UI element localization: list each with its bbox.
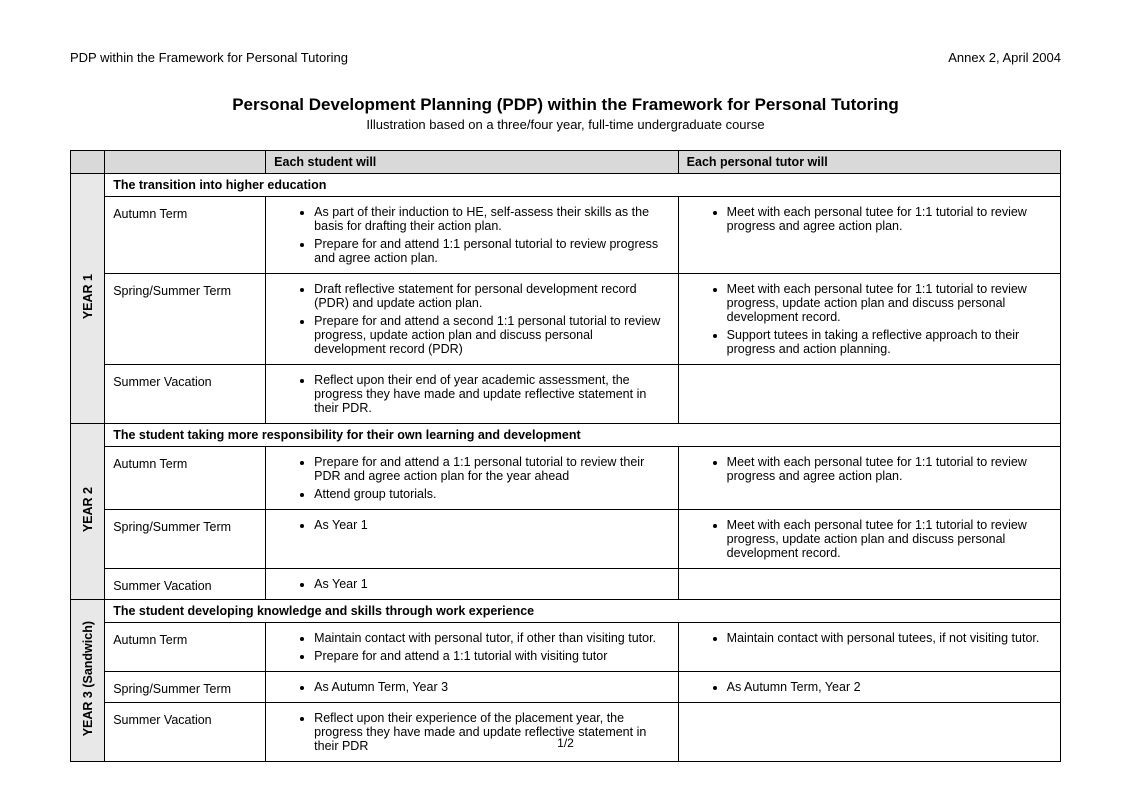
- bullet-list: As Autumn Term, Year 3: [274, 680, 670, 694]
- term-cell: Spring/Summer Term: [105, 510, 266, 569]
- list-item: Prepare for and attend a 1:1 personal tu…: [314, 455, 670, 483]
- list-item: Prepare for and attend a second 1:1 pers…: [314, 314, 670, 356]
- page-title: Personal Development Planning (PDP) with…: [70, 95, 1061, 115]
- tutor-cell: Maintain contact with personal tutees, i…: [678, 623, 1060, 672]
- term-cell: Autumn Term: [105, 447, 266, 510]
- table-row: Summer Vacation Reflect upon their end of…: [71, 365, 1061, 424]
- list-item: Draft reflective statement for personal …: [314, 282, 670, 310]
- student-cell: As Year 1: [266, 510, 679, 569]
- tutor-cell: Meet with each personal tutee for 1:1 tu…: [678, 510, 1060, 569]
- year-label: YEAR 2: [71, 424, 105, 600]
- student-cell: Reflect upon their experience of the pla…: [266, 703, 679, 762]
- list-item: As Autumn Term, Year 3: [314, 680, 670, 694]
- list-item: Reflect upon their end of year academic …: [314, 373, 670, 415]
- student-cell: Maintain contact with personal tutor, if…: [266, 623, 679, 672]
- table-row: Autumn Term Maintain contact with persona…: [71, 623, 1061, 672]
- bullet-list: Meet with each personal tutee for 1:1 tu…: [687, 205, 1052, 233]
- term-cell: Spring/Summer Term: [105, 274, 266, 365]
- term-cell: Summer Vacation: [105, 569, 266, 600]
- year-label: YEAR 1: [71, 174, 105, 424]
- page-subtitle: Illustration based on a three/four year,…: [70, 117, 1061, 132]
- year-label-text: YEAR 1: [81, 274, 95, 319]
- bullet-list: Prepare for and attend a 1:1 personal tu…: [274, 455, 670, 501]
- list-item: Meet with each personal tutee for 1:1 tu…: [727, 455, 1052, 483]
- column-header-tutor: Each personal tutor will: [678, 151, 1060, 174]
- document-page: PDP within the Framework for Personal Tu…: [0, 0, 1131, 782]
- tutor-cell: Meet with each personal tutee for 1:1 tu…: [678, 447, 1060, 510]
- term-cell: Summer Vacation: [105, 365, 266, 424]
- bullet-list: Maintain contact with personal tutor, if…: [274, 631, 670, 663]
- bullet-list: As Year 1: [274, 518, 670, 532]
- phase-heading: The student taking more responsibility f…: [105, 424, 1061, 447]
- year-label-text: YEAR 3 (Sandwich): [81, 621, 95, 736]
- student-cell: Prepare for and attend a 1:1 personal tu…: [266, 447, 679, 510]
- table-row: Summer Vacation As Year 1: [71, 569, 1061, 600]
- list-item: Prepare for and attend 1:1 personal tuto…: [314, 237, 670, 265]
- list-item: As part of their induction to HE, self-a…: [314, 205, 670, 233]
- header: PDP within the Framework for Personal Tu…: [70, 50, 1061, 65]
- tutor-cell: [678, 703, 1060, 762]
- bullet-list: Meet with each personal tutee for 1:1 tu…: [687, 282, 1052, 356]
- student-cell: Reflect upon their end of year academic …: [266, 365, 679, 424]
- term-cell: Autumn Term: [105, 197, 266, 274]
- list-item: Meet with each personal tutee for 1:1 tu…: [727, 518, 1052, 560]
- list-item: As Autumn Term, Year 2: [727, 680, 1052, 694]
- student-cell: As part of their induction to HE, self-a…: [266, 197, 679, 274]
- tutor-cell: Meet with each personal tutee for 1:1 tu…: [678, 274, 1060, 365]
- list-item: As Year 1: [314, 518, 670, 532]
- student-cell: As Autumn Term, Year 3: [266, 672, 679, 703]
- header-blank-year: [71, 151, 105, 174]
- table-row: Autumn Term Prepare for and attend a 1:1 …: [71, 447, 1061, 510]
- title-block: Personal Development Planning (PDP) with…: [70, 95, 1061, 132]
- header-blank-term: [105, 151, 266, 174]
- pdp-table: Each student willEach personal tutor wil…: [70, 150, 1061, 762]
- list-item: Meet with each personal tutee for 1:1 tu…: [727, 205, 1052, 233]
- table-row: Spring/Summer Term As Year 1 Meet with eac…: [71, 510, 1061, 569]
- student-cell: As Year 1: [266, 569, 679, 600]
- list-item: Maintain contact with personal tutees, i…: [727, 631, 1052, 645]
- list-item: Meet with each personal tutee for 1:1 tu…: [727, 282, 1052, 324]
- table-row: Spring/Summer Term Draft reflective state…: [71, 274, 1061, 365]
- bullet-list: As Autumn Term, Year 2: [687, 680, 1052, 694]
- student-cell: Draft reflective statement for personal …: [266, 274, 679, 365]
- bullet-list: Maintain contact with personal tutees, i…: [687, 631, 1052, 645]
- bullet-list: As part of their induction to HE, self-a…: [274, 205, 670, 265]
- table-row: Spring/Summer Term As Autumn Term, Year 3…: [71, 672, 1061, 703]
- list-item: As Year 1: [314, 577, 670, 591]
- list-item: Support tutees in taking a reflective ap…: [727, 328, 1052, 356]
- tutor-cell: As Autumn Term, Year 2: [678, 672, 1060, 703]
- bullet-list: Draft reflective statement for personal …: [274, 282, 670, 356]
- term-cell: Spring/Summer Term: [105, 672, 266, 703]
- bullet-list: Reflect upon their end of year academic …: [274, 373, 670, 415]
- list-item: Prepare for and attend a 1:1 tutorial wi…: [314, 649, 670, 663]
- table-body: Each student willEach personal tutor wil…: [71, 151, 1061, 762]
- table-row: Summer VacationReflect upon their experi…: [71, 703, 1061, 762]
- header-left: PDP within the Framework for Personal Tu…: [70, 50, 348, 65]
- list-item: Maintain contact with personal tutor, if…: [314, 631, 670, 645]
- list-item: Attend group tutorials.: [314, 487, 670, 501]
- phase-heading: The transition into higher education: [105, 174, 1061, 197]
- table-row: Autumn Term As part of their induction to…: [71, 197, 1061, 274]
- term-cell: Autumn Term: [105, 623, 266, 672]
- page-number: 1/2: [0, 736, 1131, 750]
- year-label-text: YEAR 2: [81, 487, 95, 532]
- header-right: Annex 2, April 2004: [948, 50, 1061, 65]
- bullet-list: Meet with each personal tutee for 1:1 tu…: [687, 518, 1052, 560]
- column-header-student: Each student will: [266, 151, 679, 174]
- bullet-list: Meet with each personal tutee for 1:1 tu…: [687, 455, 1052, 483]
- bullet-list: As Year 1: [274, 577, 670, 591]
- tutor-cell: [678, 569, 1060, 600]
- term-cell: Summer Vacation: [105, 703, 266, 762]
- tutor-cell: Meet with each personal tutee for 1:1 tu…: [678, 197, 1060, 274]
- tutor-cell: [678, 365, 1060, 424]
- phase-heading: The student developing knowledge and ski…: [105, 600, 1061, 623]
